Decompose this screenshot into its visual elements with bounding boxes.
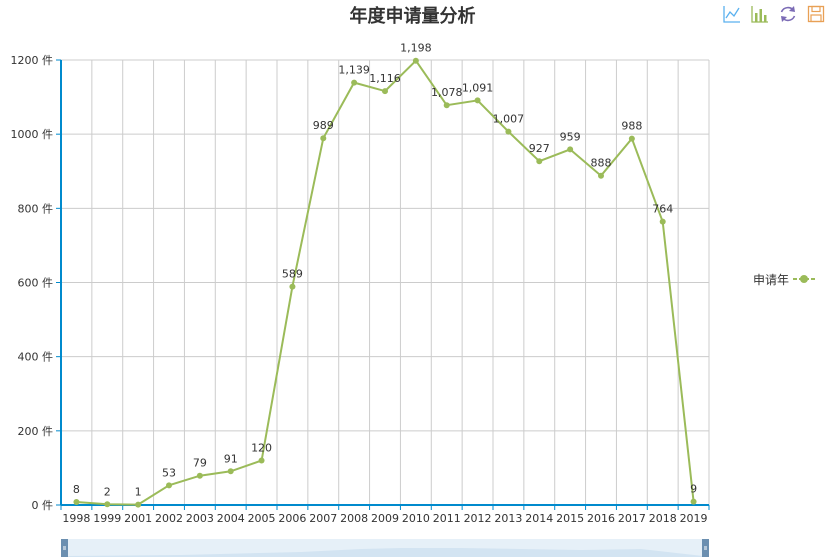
data-label: 927 [529,142,550,155]
x-tick-label: 2005 [248,512,276,525]
legend-swatch-icon [793,275,816,283]
x-tick-label: 1998 [62,512,90,525]
x-tick-label: 1999 [93,512,121,525]
data-point [351,79,358,86]
data-point [567,146,574,153]
data-label: 1,139 [338,64,370,77]
data-label: 888 [591,157,612,170]
data-point [289,283,296,290]
y-tick-label: 600 件 [18,277,54,290]
series-line [73,57,697,508]
data-label: 988 [621,120,642,133]
data-point [474,97,481,104]
data-zoom-slider[interactable] [61,539,709,557]
data-point [227,468,234,475]
data-point [690,498,697,505]
data-label: 764 [652,203,673,216]
x-tick-label: 2012 [464,512,492,525]
data-zoom-right-handle[interactable] [702,539,709,557]
x-tick-label: 2011 [433,512,461,525]
x-tick-label: 2018 [649,512,677,525]
data-label: 959 [560,130,581,143]
data-label: 91 [224,452,238,465]
data-label: 2 [104,485,111,498]
legend[interactable]: 申请年 [753,271,816,287]
x-tick-label: 2004 [217,512,245,525]
data-label: 8 [73,483,80,496]
x-tick-label: 2007 [309,512,337,525]
y-tick-label: 200 件 [18,425,54,438]
x-tick-label: 2006 [278,512,306,525]
data-point [412,57,419,64]
data-point [320,135,327,142]
chart-title: 年度申请量分析 [349,6,476,27]
data-point [628,135,635,142]
x-tick-label: 2019 [680,512,708,525]
x-tick-label: 2008 [340,512,368,525]
x-tick-label: 2001 [124,512,152,525]
data-point [659,218,666,225]
data-point [598,172,604,179]
data-point [166,482,172,489]
y-tick-label: 0 件 [32,499,54,512]
data-label: 9 [690,483,697,496]
legend-label: 申请年 [753,272,790,287]
data-label: 79 [193,457,207,470]
y-tick-label: 1200 件 [11,54,54,67]
data-label: 1 [135,486,142,499]
x-tick-label: 2016 [587,512,615,525]
data-label: 120 [251,442,272,455]
y-tick-label: 1000 件 [11,128,54,141]
data-label: 53 [162,466,176,479]
bar-chart-icon[interactable] [750,4,770,24]
line-chart-icon[interactable] [722,4,742,24]
x-tick-label: 2017 [618,512,646,525]
x-tick-label: 2015 [556,512,584,525]
data-label: 1,116 [369,72,401,85]
data-label: 989 [313,119,334,132]
x-tick-label: 2014 [525,512,553,525]
save-icon[interactable] [806,4,825,24]
y-tick-label: 400 件 [18,351,54,364]
x-tick-label: 2002 [155,512,183,525]
data-point [258,457,265,464]
data-point [196,472,203,479]
data-label: 1,007 [493,113,525,126]
y-tick-label: 800 件 [18,202,54,215]
data-point [536,158,543,165]
data-point [104,501,111,508]
x-tick-label: 2009 [371,512,399,525]
data-point [505,128,512,135]
data-zoom-left-handle[interactable] [61,539,68,557]
x-tick-label: 2013 [494,512,522,525]
data-label: 1,078 [431,86,463,99]
data-label: 589 [282,268,303,281]
data-point [73,499,80,506]
grid [60,59,710,506]
data-point [382,88,388,95]
data-label: 1,198 [400,42,432,55]
x-tick-label: 2010 [402,512,430,525]
data-point [443,102,450,109]
refresh-icon[interactable] [778,4,798,24]
x-tick-label: 2003 [186,512,214,525]
data-point [135,501,142,508]
data-label: 1,091 [462,81,494,94]
